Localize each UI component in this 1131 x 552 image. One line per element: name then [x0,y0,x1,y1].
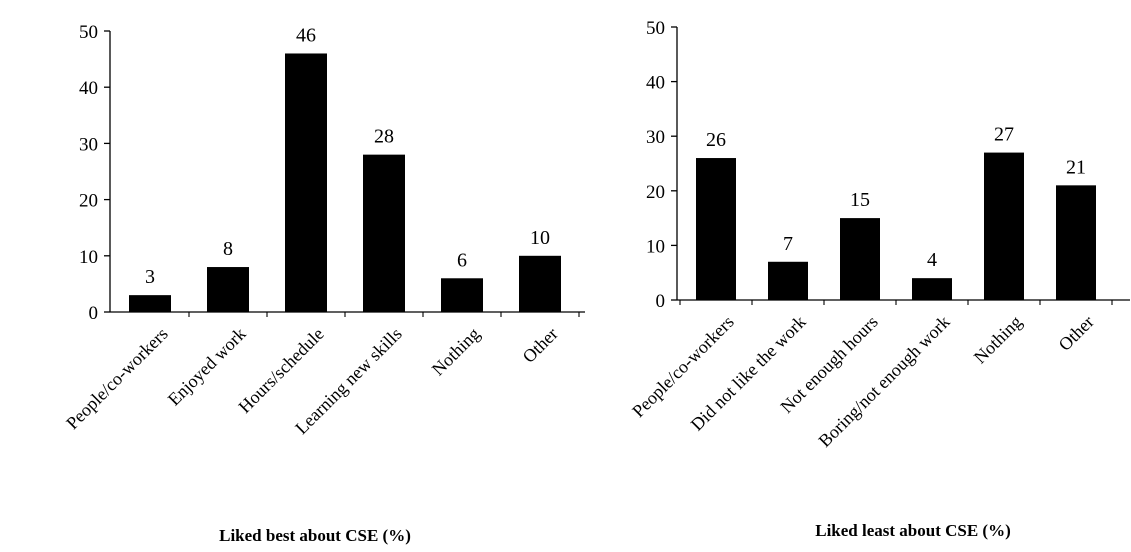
y-tick-label: 10 [79,247,98,268]
y-tick-label: 0 [89,303,99,324]
y-tick-label: 0 [656,291,666,312]
bar-value-label: 4 [927,249,937,271]
category-label: Nothing [970,312,1026,368]
y-tick-label: 50 [646,18,665,39]
bar-value-label: 6 [457,249,467,271]
bar [696,158,736,300]
category-label: Other [1055,312,1098,355]
y-tick-label: 10 [646,236,665,257]
bar [1056,185,1096,300]
y-tick-label: 40 [646,73,665,94]
y-tick-label: 20 [646,182,665,203]
category-label: People/co-workers [62,324,172,434]
bar [912,278,952,300]
bar [840,218,880,300]
y-tick-label: 30 [646,127,665,148]
y-tick-label: 20 [79,191,98,212]
category-label: Other [519,324,562,367]
bar-value-label: 21 [1066,156,1086,178]
bar [363,154,405,312]
bar-value-label: 27 [994,124,1014,146]
chart-1: 0 10 20 30 40 50 3 People/co-workers 8 Enjoyed wo… [62,22,585,545]
bar [441,278,483,312]
bar [768,261,808,300]
bar-value-label: 28 [374,126,394,148]
bar [285,53,327,312]
y-tick-label: 30 [79,134,98,155]
y-tick-label: 50 [79,22,98,43]
category-label: Enjoyed work [164,324,250,410]
bar [519,255,561,312]
bar-value-label: 3 [145,266,155,288]
x-axis-title: Liked least about CSE (%) [815,521,1011,540]
x-axis-title: Liked best about CSE (%) [219,526,411,545]
bar-value-label: 8 [223,238,233,260]
y-tick-label: 40 [79,78,98,99]
bar-value-label: 26 [706,129,726,151]
bar-value-label: 10 [530,227,550,249]
category-label: Boring/not enough work [814,312,953,451]
bar-value-label: 46 [296,24,316,46]
bar [984,152,1024,300]
bar-value-label: 15 [850,189,870,211]
category-label: Nothing [428,324,484,380]
bar-value-label: 7 [783,233,793,255]
bar [207,267,249,312]
bar [129,295,171,312]
